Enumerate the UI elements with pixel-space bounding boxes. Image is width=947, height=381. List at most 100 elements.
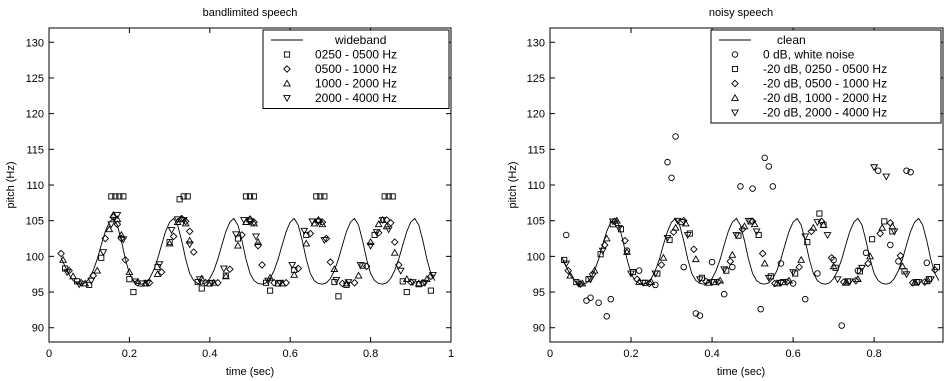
data-point-series-5: [685, 233, 691, 239]
data-point-series-1: [336, 294, 341, 299]
data-point-series-1: [750, 186, 756, 192]
legend: clean0 dB, white noise-20 dB, 0250 - 050…: [711, 30, 941, 123]
y-tick-label: 110: [527, 180, 545, 192]
data-point-series-4: [168, 228, 174, 234]
data-point-series-1: [604, 314, 610, 320]
data-point-series-1: [831, 257, 837, 263]
legend-entry-label: wideband: [334, 33, 386, 47]
data-point-series-1: [268, 288, 273, 293]
data-point-series-5: [753, 229, 759, 235]
data-point-series-4: [398, 268, 404, 274]
data-point-series-5: [903, 272, 909, 278]
data-point-series-1: [802, 296, 808, 302]
data-point-series-1: [428, 288, 433, 293]
data-point-series-4: [233, 232, 239, 238]
data-point-series-1: [815, 271, 821, 277]
chart-bandlimited-speech: bandlimited speech 0 0.2 0.4 0.6 0.8 1 90 95 100…: [5, 7, 454, 378]
data-point-series-1: [673, 134, 679, 140]
data-point-series-2: [259, 262, 265, 268]
data-point-series-2: [388, 220, 394, 226]
data-point-series-4: [660, 255, 666, 261]
data-point-series-2: [817, 211, 822, 216]
data-point-series-1: [608, 296, 614, 302]
data-point-series-4: [762, 260, 768, 266]
data-point-series-1: [681, 264, 687, 270]
y-tick-label: 125: [527, 73, 545, 85]
data-point-series-1: [863, 250, 869, 256]
data-point-series-2: [170, 233, 176, 239]
data-point-series-2: [187, 228, 193, 234]
data-point-series-4: [693, 256, 699, 262]
legend-entry-label: 0250 - 0500 Hz: [315, 48, 397, 62]
data-point-series-3: [235, 242, 241, 248]
y-tick-label: 100: [26, 251, 44, 263]
x-tick-label: 0.4: [704, 348, 719, 360]
x-tick-label: 0.6: [785, 348, 800, 360]
data-point-series-2: [58, 250, 64, 256]
data-point-series-1: [669, 175, 675, 181]
plot-area: [562, 134, 940, 329]
x-axis-label: time (sec): [717, 366, 765, 378]
data-point-series-2: [351, 280, 357, 286]
data-point-series-1: [199, 286, 204, 291]
data-point-series-1: [924, 260, 930, 266]
data-point-series-3: [355, 272, 361, 278]
data-point-series-4: [100, 250, 106, 256]
data-point-series-2: [323, 235, 329, 241]
data-point-series-4: [321, 238, 327, 244]
data-point-series-2: [882, 219, 887, 224]
legend-entry-label: 2000 - 4000 Hz: [315, 91, 397, 105]
data-point-series-2: [392, 239, 398, 245]
y-tick-label: 110: [26, 180, 44, 192]
data-point-series-5: [834, 277, 840, 283]
data-point-series-4: [855, 276, 861, 282]
data-point-series-1: [588, 295, 594, 301]
data-point-series-4: [88, 278, 94, 284]
data-point-series-4: [830, 263, 836, 269]
data-point-series-4: [810, 225, 816, 231]
data-point-series-1: [404, 289, 409, 294]
data-point-series-3: [94, 267, 100, 273]
y-tick-label: 90: [32, 323, 44, 335]
data-point-series-3: [392, 250, 398, 256]
x-tick-label: 0.4: [202, 348, 217, 360]
y-tick-label: 95: [32, 287, 44, 299]
data-point-series-4: [786, 277, 792, 283]
legend-entry-label: -20 dB, 1000 - 2000 Hz: [763, 91, 887, 105]
data-point-series-4: [648, 279, 654, 285]
data-point-series-5: [824, 233, 830, 239]
data-point-series-5: [871, 165, 877, 171]
legend-entry-label: -20 dB, 0500 - 1000 Hz: [763, 77, 887, 91]
series-line-wideband: [61, 219, 435, 285]
data-point-series-1: [99, 255, 104, 260]
data-point-series-1: [584, 298, 590, 304]
legend-entry-label: clean: [777, 33, 806, 47]
x-tick-label: 0.8: [866, 348, 881, 360]
data-point-series-1: [131, 289, 136, 294]
data-point-series-1: [839, 323, 845, 329]
data-point-series-2: [295, 265, 301, 271]
legend: wideband0250 - 0500 Hz0500 - 1000 Hz1000…: [263, 30, 449, 109]
y-tick-label: 115: [26, 144, 44, 156]
y-tick-label: 105: [527, 216, 545, 228]
data-point-series-4: [879, 225, 885, 231]
y-tick-label: 105: [26, 216, 44, 228]
chart-noisy-speech: noisy speech 0 0.2 0.4 0.6 0.890951001051101…: [507, 7, 943, 378]
data-point-series-4: [717, 277, 723, 283]
legend-entry-label: 0500 - 1000 Hz: [315, 62, 397, 76]
data-point-series-4: [221, 266, 227, 272]
data-point-series-2: [327, 259, 333, 265]
data-point-series-5: [802, 234, 808, 240]
legend-entry-label: 0 dB, white noise: [763, 48, 855, 62]
data-point-series-1: [758, 306, 764, 312]
plot-area: [58, 194, 436, 299]
data-point-series-1: [721, 291, 727, 297]
data-point-series-1: [709, 259, 715, 265]
chart-title: bandlimited speech: [203, 7, 298, 19]
x-tick-label: 1: [448, 348, 454, 360]
data-point-series-1: [665, 159, 671, 165]
legend-entry-label: 1000 - 2000 Hz: [315, 77, 397, 91]
data-point-series-3: [760, 250, 766, 256]
data-point-series-1: [563, 232, 569, 238]
